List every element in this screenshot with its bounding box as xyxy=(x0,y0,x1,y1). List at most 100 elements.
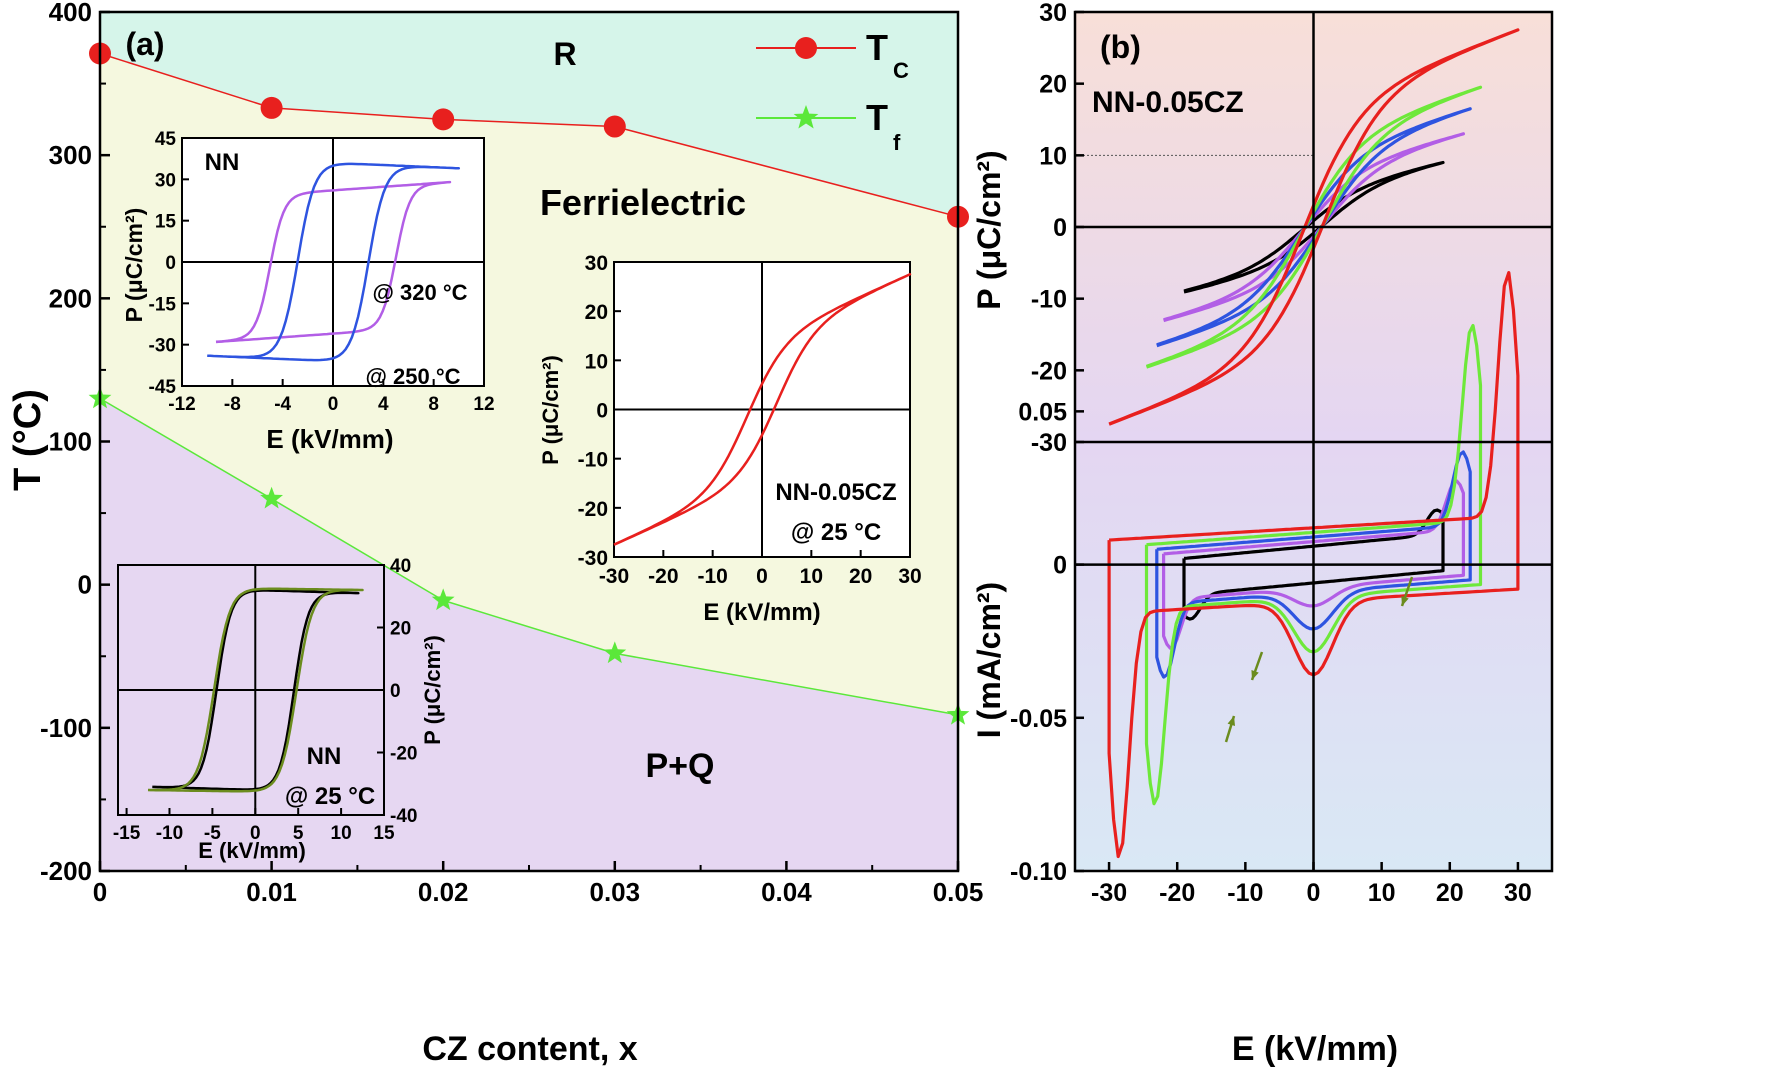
tf-point xyxy=(603,641,627,664)
panel-b-p-loop-red xyxy=(1108,28,1520,426)
inset-25-olive-loop xyxy=(147,587,364,793)
inset-cz-xtick-label: -30 xyxy=(599,565,629,588)
panel-b-xtick-label: -10 xyxy=(1227,879,1263,907)
annotation-arrowhead xyxy=(1401,596,1409,606)
inset-25-xtick-label: -10 xyxy=(156,823,183,844)
xtick-label-a: 0.03 xyxy=(589,877,640,907)
panel-b-xtick-label: 30 xyxy=(1504,879,1532,907)
inset-nn-ylabel: P (μC/cm²) xyxy=(121,208,147,323)
xtick-label-a: 0.04 xyxy=(761,877,812,907)
tc-point xyxy=(603,115,626,138)
inset-cz-ytick-label: -30 xyxy=(578,547,608,570)
inset-nn-320-loop xyxy=(215,180,452,344)
panel-b-bottom-ytick-label: 0.05 xyxy=(1018,398,1067,426)
ytick-label-a: -200 xyxy=(40,856,92,886)
ytick-label-a: 400 xyxy=(49,0,92,27)
inset-cz-ytick-label: 20 xyxy=(585,301,608,324)
panel-b-top-ylabel: P (μC/cm²) xyxy=(971,150,1007,309)
inset-nn-ytick-label: 45 xyxy=(155,129,177,150)
region-pq xyxy=(100,398,958,871)
inset-25-xtick-label: 0 xyxy=(250,823,261,844)
panel-b-xlabel: E (kV/mm) xyxy=(1232,1030,1398,1068)
xlabel-a: CZ content, x xyxy=(422,1030,637,1068)
inset-nn-xtick-label: -12 xyxy=(168,394,195,415)
inset-25-ytick-label: 20 xyxy=(390,619,411,640)
inset-cz-xtick-label: -10 xyxy=(697,565,727,588)
inset-nn-250-loop xyxy=(207,162,461,362)
panel-b-p-loop-black xyxy=(1183,160,1445,294)
panel-b-top-ytick-label: 10 xyxy=(1039,142,1067,170)
inset-25-xtick-label: 10 xyxy=(331,823,352,844)
inset-nn-ytick-label: 0 xyxy=(165,253,176,274)
ytick-label-a: 0 xyxy=(78,570,92,600)
panel-a-label: (a) xyxy=(125,26,164,62)
inset-nn-xtick-label: 12 xyxy=(473,394,494,415)
inset-nn-xtick-label: 4 xyxy=(378,394,389,415)
inset-cz-xtick-label: 20 xyxy=(849,565,872,588)
inset-25-ytick-label: 0 xyxy=(390,681,401,702)
inset-25-ytick-label: -40 xyxy=(390,806,417,827)
inset-nn-ytick-label: 15 xyxy=(155,212,177,233)
inset-25-xlabel: E (kV/mm) xyxy=(198,838,306,863)
inset-nn-xtick-label: -8 xyxy=(224,394,241,415)
inset-cz-xtick-label: 10 xyxy=(800,565,823,588)
region-label-pq: P+Q xyxy=(646,747,715,785)
inset-25-xtick-label: -15 xyxy=(113,823,141,844)
annotation-arrowhead xyxy=(1227,716,1236,726)
panel-b-label: (b) xyxy=(1100,29,1141,65)
panel-b-xtick-label: -20 xyxy=(1159,879,1195,907)
panel-b-top-ytick-label: 20 xyxy=(1039,71,1067,99)
xtick-label-a: 0.05 xyxy=(933,877,984,907)
ylabel-a: T (°C) xyxy=(7,389,49,491)
ytick-label-a: 100 xyxy=(49,427,92,457)
panel-b-bottom-ytick-label: 0 xyxy=(1053,552,1067,580)
inset-25-ytick-label: -20 xyxy=(390,744,417,765)
inset-nn-title: NN xyxy=(205,149,240,176)
inset-cz-label-temp: @ 25 °C xyxy=(791,519,881,546)
inset-nn-xlabel: E (kV/mm) xyxy=(266,424,393,454)
inset-nn-ytick-label: 30 xyxy=(155,170,176,191)
inset-cz-ytick-label: 0 xyxy=(596,400,608,423)
inset-nn-ytick-label: -45 xyxy=(149,377,177,398)
panel-b-top-ytick-label: -30 xyxy=(1031,429,1067,457)
panel-b-top-ytick-label: 0 xyxy=(1053,214,1067,242)
inset-25-xtick-label: 15 xyxy=(373,823,395,844)
inset-nn-xtick-label: -4 xyxy=(274,394,291,415)
inset-cz-ylabel: P (μC/cm²) xyxy=(538,355,563,465)
tf-point xyxy=(260,486,284,509)
inset-cz-ytick-label: -10 xyxy=(578,449,608,472)
panel-b-i-curve-red xyxy=(1107,271,1520,859)
legend-tc-sub: C xyxy=(893,58,909,83)
inset-25-label-nn: NN xyxy=(307,743,342,770)
panel-b-bottom-ylabel: I (mA/cm²) xyxy=(971,582,1007,738)
inset-cz-xlabel: E (kV/mm) xyxy=(703,599,820,626)
panel-b-xtick-label: 0 xyxy=(1307,879,1321,907)
annotation-arrowhead xyxy=(1251,670,1259,680)
inset-25-black-loop xyxy=(152,589,360,791)
panel-b-subtitle: NN-0.05CZ xyxy=(1092,86,1244,119)
inset-cz-ytick-label: 10 xyxy=(585,350,608,373)
inset-nn-xtick-label: 0 xyxy=(328,394,339,415)
inset-cz-label-name: NN-0.05CZ xyxy=(775,479,896,506)
inset-nn-320-label: @ 320 °C xyxy=(372,280,467,305)
xtick-label-a: 0 xyxy=(93,877,107,907)
inset-cz-xtick-label: -20 xyxy=(648,565,678,588)
ytick-label-a: 300 xyxy=(49,140,92,170)
inset-nn-250-label: @ 250 °C xyxy=(365,364,460,389)
inset-cz-ytick-label: 30 xyxy=(585,252,608,275)
panel-b-top-ytick-label: -20 xyxy=(1031,357,1067,385)
ytick-label-a: 200 xyxy=(49,283,92,313)
ytick-label-a: -100 xyxy=(40,713,92,743)
tc-point xyxy=(432,108,455,131)
legend-tc-marker xyxy=(795,37,817,59)
region-r xyxy=(100,12,958,217)
inset-25-ylabel: P (μC/cm²) xyxy=(420,635,445,745)
region-label-r: R xyxy=(553,36,576,72)
legend-tf-marker xyxy=(793,105,819,129)
panel-b-bottom-ytick-label: -0.10 xyxy=(1010,858,1067,886)
inset-nn-ytick-label: -30 xyxy=(149,336,176,357)
panel-b-i-curve-green xyxy=(1144,323,1483,806)
inset-25-label-temp: @ 25 °C xyxy=(285,783,375,810)
inset-nn-ytick-label: -15 xyxy=(149,294,177,315)
